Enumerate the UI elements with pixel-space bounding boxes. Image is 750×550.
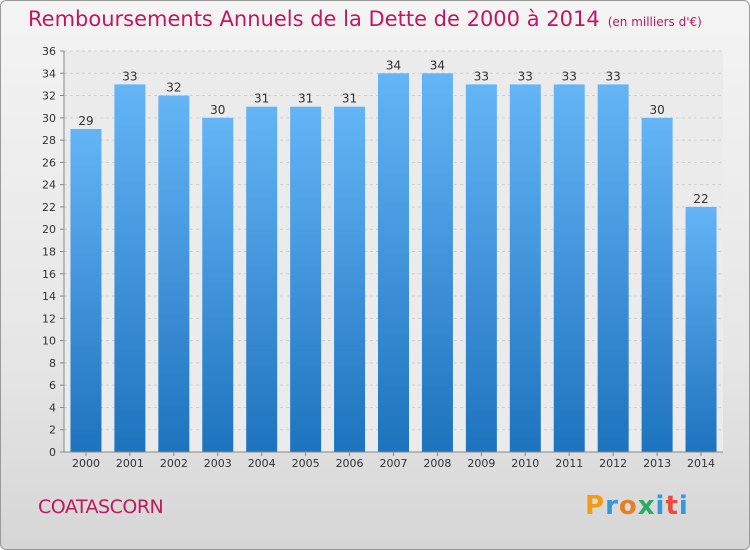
y-tick-label: 8 <box>49 357 56 370</box>
x-tick-labels: 2000 2001 2002 2003 2004 2005 2006 2007 2008 2009… <box>72 457 715 470</box>
x-tick-label-2000: 2000 <box>72 457 100 470</box>
data-label-2012: 33 <box>606 69 621 83</box>
x-tick-label-2014: 2014 <box>687 457 715 470</box>
logo-letter: i <box>655 491 666 521</box>
commune-name: COATASCORN <box>38 496 164 518</box>
y-tick-label: 6 <box>49 379 56 392</box>
data-label-2005: 31 <box>298 92 313 106</box>
bar-2004 <box>246 106 278 452</box>
x-tick-label-2010: 2010 <box>511 457 539 470</box>
y-tick-label: 2 <box>49 424 56 437</box>
logo-letter: P <box>585 491 606 521</box>
y-tick-label: 26 <box>42 156 56 169</box>
bar-2002 <box>158 95 190 453</box>
logo-letter: o <box>618 491 638 521</box>
proxiti-logo: Proxiti <box>585 491 689 521</box>
y-tick-label: 16 <box>42 268 56 281</box>
chart-title: Remboursements Annuels de la Dette de 20… <box>28 7 702 31</box>
x-tick-label-2005: 2005 <box>292 457 320 470</box>
x-tick-label-2011: 2011 <box>555 457 583 470</box>
logo-letter: t <box>665 491 679 521</box>
bar-2014 <box>685 206 717 452</box>
x-tick-label-2003: 2003 <box>204 457 232 470</box>
y-tick-label: 28 <box>42 134 56 147</box>
bar-2008 <box>421 73 453 453</box>
bar-2003 <box>202 117 234 452</box>
bar-2006 <box>334 106 366 452</box>
bar-2009 <box>465 84 497 453</box>
y-tick-label: 20 <box>42 223 56 236</box>
y-tick-label: 0 <box>49 446 56 459</box>
x-tick-label-2008: 2008 <box>423 457 451 470</box>
x-tick-label-2012: 2012 <box>599 457 627 470</box>
bar-2007 <box>378 73 409 453</box>
data-label-2007: 34 <box>386 58 401 72</box>
logo-letter: x <box>637 491 656 521</box>
x-tick-label-2013: 2013 <box>643 457 671 470</box>
bar-2010 <box>509 84 541 453</box>
data-label-2010: 33 <box>518 69 533 83</box>
logo-letter: i <box>678 491 689 521</box>
data-label-2003: 30 <box>210 103 225 117</box>
data-label-2011: 33 <box>562 69 577 83</box>
y-tick-label: 14 <box>42 290 56 303</box>
y-tick-label: 30 <box>42 112 56 125</box>
bar-2011 <box>553 84 585 453</box>
x-tick-label-2001: 2001 <box>116 457 144 470</box>
y-tick-label: 10 <box>42 335 56 348</box>
x-tick-label-2007: 2007 <box>380 457 408 470</box>
bar-2013 <box>641 117 673 452</box>
data-label-2008: 34 <box>430 58 445 72</box>
chart-title-text: Remboursements Annuels de la Dette de 20… <box>28 7 600 31</box>
chart-unit: (en milliers d'€) <box>607 15 702 29</box>
data-label-2013: 30 <box>649 103 664 117</box>
y-tick-label: 22 <box>42 201 56 214</box>
x-tick-label-2009: 2009 <box>467 457 495 470</box>
data-label-2009: 33 <box>474 69 489 83</box>
bar-2001 <box>114 84 146 453</box>
axes <box>60 50 723 456</box>
data-label-2000: 29 <box>78 114 93 128</box>
y-tick-label: 32 <box>42 90 56 103</box>
data-labels: 29 33 32 30 31 31 31 34 34 33 33 33 33 30 22 <box>78 58 708 206</box>
data-label-2002: 32 <box>166 81 181 95</box>
x-tick-label-2004: 2004 <box>248 457 276 470</box>
data-label-2006: 31 <box>342 92 357 106</box>
data-label-2014: 22 <box>693 192 708 206</box>
y-tick-label: 24 <box>42 179 56 192</box>
x-tick-label-2006: 2006 <box>336 457 364 470</box>
data-label-2004: 31 <box>254 92 269 106</box>
x-tick-label-2002: 2002 <box>160 457 188 470</box>
logo-letter: r <box>605 491 619 521</box>
y-tick-label: 34 <box>42 67 56 80</box>
y-tick-label: 4 <box>49 401 56 414</box>
bar-2012 <box>597 84 629 453</box>
bar-2005 <box>290 106 322 452</box>
y-tick-label: 12 <box>42 312 56 325</box>
bars <box>70 73 717 453</box>
y-tick-label: 36 <box>42 45 56 58</box>
y-tick-label: 18 <box>42 246 56 259</box>
data-label-2001: 33 <box>122 69 137 83</box>
bar-2000 <box>70 128 102 452</box>
